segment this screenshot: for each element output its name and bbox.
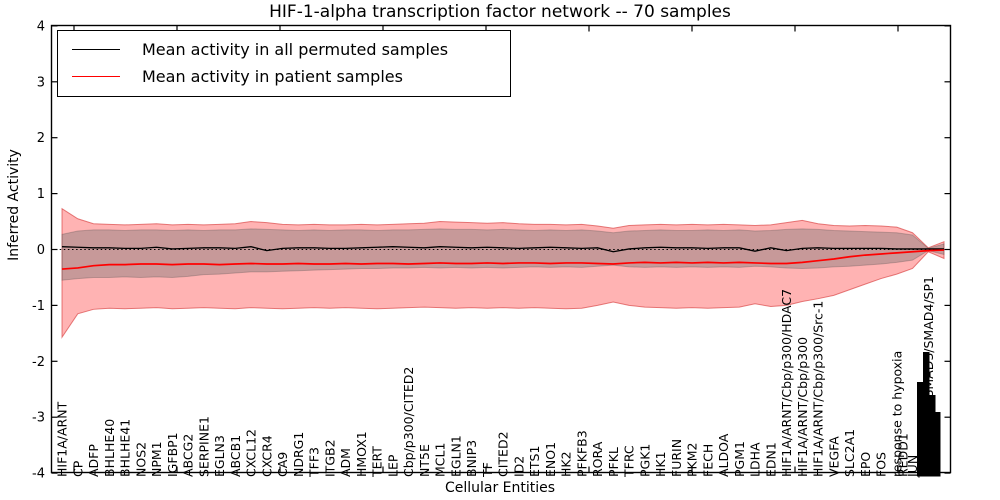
x-tick-label: IGFBP1: [165, 432, 180, 477]
overlapping-labels-blob: [929, 395, 936, 477]
overlapping-labels-blob: [934, 412, 941, 477]
x-tick-label: ALDOA: [716, 433, 731, 477]
y-tick-label: -3: [32, 411, 45, 426]
x-tick-label: PKM2: [685, 443, 700, 477]
x-tick-label: LDHA: [748, 442, 763, 477]
x-tick-label: ID2: [511, 456, 526, 477]
legend-entry-patient: Mean activity in patient samples: [58, 63, 510, 90]
x-tick-label: TF: [480, 462, 495, 478]
x-tick-label: Cbp/p300/CITED2: [401, 367, 416, 477]
x-axis-label: Cellular Entities: [444, 480, 556, 496]
permuted-mean-line: [61, 246, 944, 253]
x-tick-label: PGK1: [637, 444, 652, 477]
x-tick-label: ADFP: [86, 444, 101, 477]
chart-title: HIF-1-alpha transcription factor network…: [269, 2, 731, 22]
x-tick-label: ADM: [338, 448, 353, 477]
x-tick-label: response to hypoxia: [889, 351, 904, 477]
x-tick-label: HIF1A/ARNT/Cbp/p300: [795, 337, 810, 477]
x-tick-label: ETS1: [527, 446, 542, 477]
x-tick-label: NT5E: [417, 444, 432, 477]
x-tick-label: NDRG1: [291, 432, 306, 477]
x-tick-label: HIF1A/ARNT/Cbp/p300/Src-1: [811, 301, 826, 477]
x-tick-label: VEGFA: [826, 436, 841, 477]
x-tick-label: SERPINE1: [196, 416, 211, 477]
y-tick-label: 3: [37, 75, 45, 90]
x-tick-label: EGLN1: [448, 435, 463, 477]
legend: Mean activity in all permuted samples Me…: [57, 30, 511, 97]
permuted-std-band: [61, 228, 945, 281]
x-tick-label: CA9: [275, 452, 290, 477]
x-tick-label: EGLN3: [212, 435, 227, 477]
x-tick-label: SLC2A1: [842, 429, 857, 477]
x-tick-label: NOS2: [133, 442, 148, 477]
x-tick-label: BHLHE41: [118, 419, 133, 477]
x-tick-label: CITED2: [496, 431, 511, 477]
x-tick-label: HIF1A/ARNT: [55, 401, 70, 477]
x-tick-label: NPM1: [149, 441, 164, 477]
x-tick-label: HK1: [653, 451, 668, 477]
patient-std-band: [61, 207, 945, 339]
y-tick-label: -2: [32, 355, 45, 370]
x-tick-label: CXCR4: [259, 435, 274, 477]
x-tick-label: ITGB2: [322, 439, 337, 477]
x-tick-label: JUN: [905, 455, 920, 478]
x-tick-label: HMOX1: [354, 431, 369, 477]
x-tick-label: HIF1A/ARNT/Cbp/p300/HDAC7: [779, 289, 794, 477]
x-tick-label: ABCG2: [181, 434, 196, 477]
x-tick-label: FECH: [700, 444, 715, 477]
permuted-line-swatch: [72, 49, 120, 50]
x-tick-label: TERT: [370, 446, 385, 478]
y-tick-label: 4: [37, 19, 45, 34]
x-tick-label: FOS: [874, 452, 889, 477]
x-tick-label: EPO: [858, 452, 873, 477]
x-tick-label: BHLHE40: [102, 419, 117, 477]
overlapping-labels-blob: [917, 382, 924, 477]
patient-line-swatch: [72, 76, 120, 77]
x-tick-label: FURIN: [669, 439, 684, 477]
x-tick-label: REDD1: [896, 433, 911, 477]
patient-mean-line: [61, 249, 945, 270]
x-tick-label: LEP: [385, 454, 400, 477]
x-tick-label: BNIP3: [464, 440, 479, 477]
y-tick-label: -4: [32, 467, 45, 482]
x-tick-label: RORA: [590, 441, 605, 477]
x-tick-label: PGM1: [732, 441, 747, 477]
overlapping-labels-blob: [923, 352, 930, 477]
x-tick-label: TFF3: [307, 447, 322, 478]
y-tick-label: 2: [37, 131, 45, 146]
x-tick-label: PFKFB3: [574, 430, 589, 477]
x-tick-label: EDN1: [763, 442, 778, 477]
x-tick-label: ABCB1: [228, 435, 243, 477]
x-tick-label: MCL1: [433, 443, 448, 477]
legend-entry-permuted: Mean activity in all permuted samples: [58, 36, 510, 63]
x-tick-label: CP: [70, 460, 85, 477]
legend-label: Mean activity in patient samples: [142, 67, 403, 86]
x-tick-label: HK2: [559, 451, 574, 477]
y-tick-label: 1: [37, 187, 45, 202]
y-tick-label: 0: [37, 243, 45, 258]
y-axis-label: Inferred Activity: [6, 149, 22, 261]
x-tick-label: ENO1: [543, 442, 558, 477]
x-tick-label: TFRC: [622, 445, 637, 478]
x-tick-label: CXCL12: [244, 429, 259, 477]
x-tick-label: PFKL: [606, 447, 621, 477]
legend-label: Mean activity in all permuted samples: [142, 40, 449, 59]
y-tick-label: -1: [32, 299, 45, 314]
